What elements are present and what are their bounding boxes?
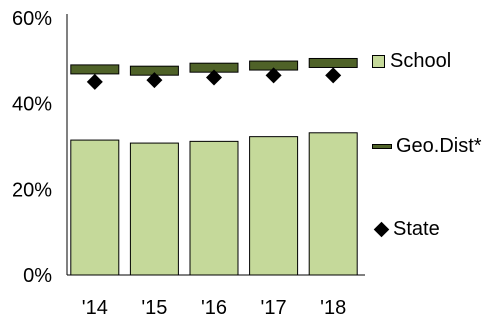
- x-tick-label: '15: [141, 297, 167, 319]
- y-tick-label: 0%: [23, 265, 52, 287]
- marker-state: [325, 67, 342, 84]
- legend-item-state: State: [372, 218, 440, 241]
- marker-state: [146, 72, 163, 89]
- bar-school: [129, 142, 179, 276]
- legend-label-school: School: [390, 50, 452, 72]
- legend: School Geo.Dist* State: [372, 0, 487, 320]
- bar-school: [249, 136, 299, 276]
- chart: 0% 20% 40% 60% '14 '15 '16 '17 '18: [12, 8, 365, 319]
- y-tick-label: 60%: [12, 8, 52, 30]
- marker-geo-dist: [70, 64, 120, 75]
- legend-label-geo: Geo.Dist*: [396, 135, 482, 157]
- legend-swatch-geo: [372, 144, 392, 149]
- legend-swatch-school: [372, 55, 385, 68]
- x-tick-label: '17: [261, 297, 287, 319]
- marker-state: [206, 69, 222, 86]
- legend-label-state: State: [393, 218, 440, 240]
- marker-geo-dist: [308, 57, 358, 68]
- bar-school: [189, 140, 239, 276]
- marker-state: [265, 67, 282, 84]
- y-tick-label: 40%: [12, 94, 52, 116]
- marker-state: [86, 73, 103, 90]
- bar-school: [308, 132, 358, 276]
- y-tick-label: 20%: [12, 179, 52, 201]
- bar-school: [70, 139, 120, 276]
- x-tick-label: '14: [82, 297, 108, 319]
- legend-swatch-state: [373, 221, 390, 238]
- legend-item-geo: Geo.Dist*: [372, 135, 482, 158]
- legend-item-school: School: [372, 50, 451, 73]
- x-tick-label: '16: [201, 297, 227, 319]
- x-tick-label: '18: [320, 297, 346, 319]
